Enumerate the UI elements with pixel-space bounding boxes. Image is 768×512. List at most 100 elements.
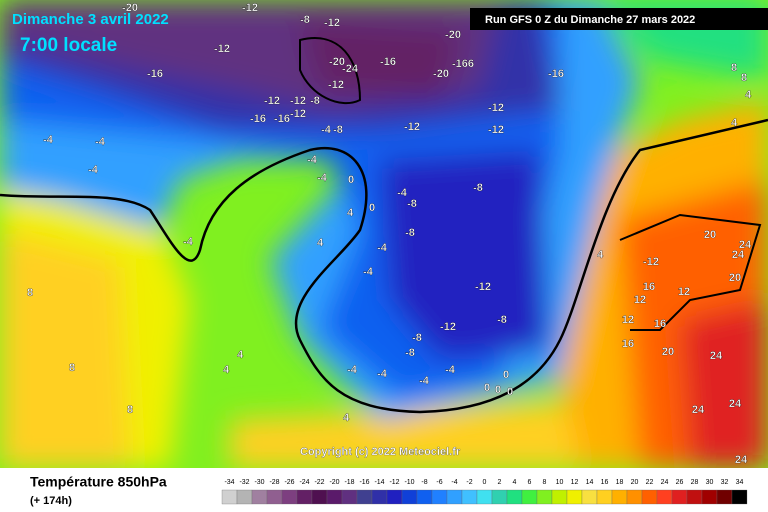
temperature-label: -12	[328, 79, 344, 91]
scale-tick-label: -16	[359, 479, 369, 486]
temperature-label: -4	[419, 375, 430, 387]
scale-tick-label: 32	[721, 479, 729, 486]
temperature-label: 0	[507, 386, 513, 398]
scale-swatch	[551, 489, 568, 505]
temperature-label: 4	[347, 207, 354, 219]
map	[0, 0, 768, 468]
temperature-label: -4	[88, 164, 99, 176]
temperature-label: 20	[704, 229, 716, 241]
temperature-label: 0	[495, 384, 501, 396]
temperature-label: -12	[440, 321, 456, 333]
temperature-label: -16	[250, 113, 266, 125]
scale-swatch	[236, 489, 253, 505]
temperature-label: -8	[300, 14, 310, 26]
scale-swatch	[221, 489, 238, 505]
scale-swatch	[716, 489, 733, 505]
temperature-label: -4	[377, 242, 388, 254]
scale-swatch	[326, 489, 343, 505]
scale-swatch	[611, 489, 628, 505]
scale-swatch	[641, 489, 658, 505]
scale-tick-label: 34	[736, 479, 744, 486]
scale-swatch	[281, 489, 298, 505]
temperature-label: -20	[433, 68, 449, 80]
temperature-label: 16	[622, 338, 634, 350]
temperature-label: 12	[622, 314, 634, 326]
temperature-label: 20	[662, 346, 674, 358]
run-banner	[470, 8, 768, 30]
temperature-label: -8	[405, 347, 415, 359]
scale-tick-label: -34	[224, 479, 234, 486]
temperature-label: 4	[223, 364, 230, 376]
temperature-label: 24	[732, 249, 745, 261]
temperature-label: -8	[473, 182, 483, 194]
scale-tick-label: -6	[436, 479, 442, 486]
temperature-label: 24	[739, 239, 752, 251]
scale-swatch	[341, 489, 358, 505]
temperature-label: 4	[745, 89, 752, 101]
temperature-label: -12	[264, 95, 280, 107]
temperature-label: -4	[445, 364, 456, 376]
temperature-label: -4	[307, 154, 318, 166]
temperature-label: -16	[274, 113, 290, 125]
map-labels: -20 -12-8 -12-16-12-20-24-12-16-20-166-16-…	[27, 2, 752, 466]
forecast-date: Dimanche 3 avril 2022	[12, 11, 169, 28]
scale-swatch	[626, 489, 643, 505]
scale-swatch	[701, 489, 718, 505]
scale-tick-label: 28	[691, 479, 699, 486]
temperature-label: 8	[69, 362, 75, 374]
temperature-label: -16	[548, 68, 564, 80]
temperature-label: -4	[317, 172, 328, 184]
temperature-label: 8	[127, 404, 133, 416]
temperature-label: -4	[347, 364, 358, 376]
scale-tick-label: -12	[389, 479, 399, 486]
scale-swatch	[596, 489, 613, 505]
scale-tick-label: 24	[661, 479, 669, 486]
scale-swatch	[686, 489, 703, 505]
temperature-label: 0	[369, 202, 375, 214]
scale-tick-label: -22	[314, 479, 324, 486]
scale-swatch	[371, 489, 388, 505]
temperature-label: -12	[488, 124, 504, 136]
temperature-label: 8	[731, 62, 737, 74]
temperature-label: -16	[147, 68, 163, 80]
temperature-label: -8	[405, 227, 415, 239]
temperature-label: 12	[634, 294, 646, 306]
temperature-label: -12	[290, 95, 306, 107]
scale-tick-label: 8	[543, 479, 547, 486]
temperature-label: 24	[710, 350, 723, 362]
scale-tick-label: 22	[646, 479, 654, 486]
footer-lead: (+ 174h)	[30, 495, 72, 507]
scale-tick-label: -14	[374, 479, 384, 486]
temperature-label: 24	[735, 454, 748, 466]
scale-tick-label: 2	[498, 479, 502, 486]
scale-swatch	[581, 489, 598, 505]
scale-tick-label: -4	[451, 479, 457, 486]
temperature-label: 16	[643, 281, 655, 293]
scale-tick-label: -18	[344, 479, 354, 486]
scale-swatch	[461, 489, 478, 505]
scale-tick-label: -32	[239, 479, 249, 486]
temperature-label: 8	[741, 72, 747, 84]
scale-tick-label: 6	[528, 479, 532, 486]
scale-tick-label: 26	[676, 479, 684, 486]
temperature-label: 4	[317, 237, 324, 249]
footer-title: Température 850hPa	[30, 474, 167, 490]
temperature-label: -4	[43, 134, 54, 146]
temperature-label: 8	[27, 287, 33, 299]
temperature-label: -20	[122, 2, 138, 14]
temperature-label: -4	[183, 236, 194, 248]
scale-swatch	[521, 489, 538, 505]
temperature-label: -12	[643, 256, 659, 268]
scale-tick-label: 14	[586, 479, 594, 486]
temperature-label: -4	[363, 266, 374, 278]
temperature-label: -12	[242, 2, 258, 14]
temperature-label: -12	[488, 102, 504, 114]
temperature-label: 0	[484, 382, 490, 394]
run-info: Run GFS 0 Z du Dimanche 27 mars 2022	[485, 14, 695, 26]
scale-swatch	[401, 489, 418, 505]
scale-tick-label: -2	[466, 479, 472, 486]
scale-swatch	[536, 489, 553, 505]
temperature-label: 0	[348, 174, 354, 186]
scale-tick-label: 12	[571, 479, 579, 486]
